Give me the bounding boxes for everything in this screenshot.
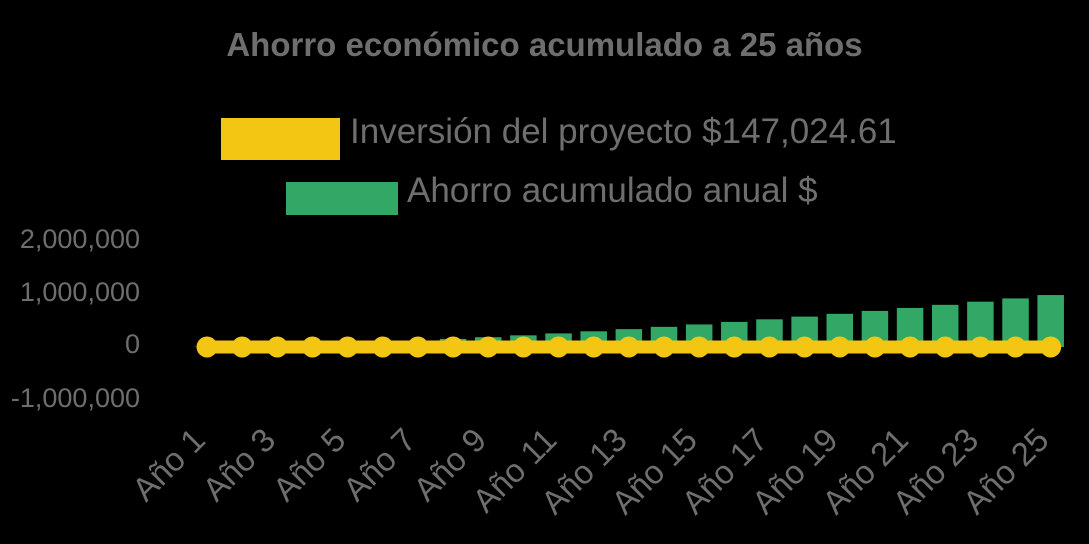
svg-text:Año 7: Año 7 xyxy=(336,421,423,508)
svg-text:Año 3: Año 3 xyxy=(195,421,282,508)
svg-text:Año 5: Año 5 xyxy=(265,421,352,508)
svg-text:Año 1: Año 1 xyxy=(125,421,212,508)
